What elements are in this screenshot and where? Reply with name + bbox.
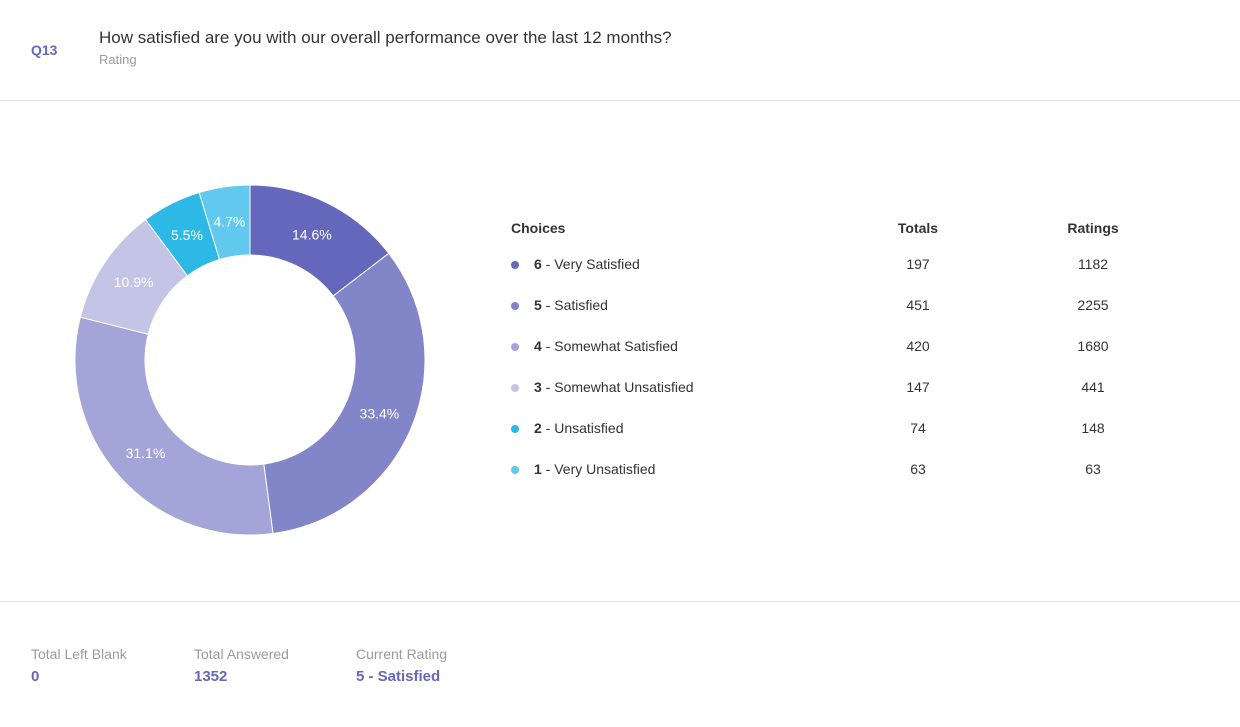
- choice-rating: 148: [1081, 420, 1105, 436]
- donut-slice: [74, 316, 274, 536]
- donut-chart: 14.6% 33.4% 31.1% 10.9% 5.5% 4.7%: [60, 170, 440, 550]
- legend-dot: [511, 384, 519, 392]
- stat-label: Total Left Blank: [31, 646, 127, 662]
- legend-dot: [511, 425, 519, 433]
- choice-rating: 1680: [1077, 338, 1109, 354]
- slice-label: 14.6%: [292, 226, 332, 242]
- slice-label: 10.9%: [114, 274, 154, 290]
- choice-label: 4 - Somewhat Satisfied: [534, 338, 678, 354]
- choice-total: 420: [906, 338, 930, 354]
- table-row: 5 - Satisfied 451 2255: [511, 281, 1171, 322]
- donut-chart-svg: 14.6% 33.4% 31.1% 10.9% 5.5% 4.7%: [74, 184, 426, 536]
- legend-dot: [511, 302, 519, 310]
- table-row: 4 - Somewhat Satisfied 420 1680: [511, 322, 1171, 363]
- slice-label: 31.1%: [126, 445, 166, 461]
- slice-label: 4.7%: [213, 214, 245, 230]
- legend-dot: [511, 466, 519, 474]
- choice-label: 5 - Satisfied: [534, 297, 608, 313]
- table-row: 1 - Very Unsatisfied 63 63: [511, 445, 1171, 486]
- slice-label: 5.5%: [171, 227, 203, 243]
- legend-dot: [511, 343, 519, 351]
- table-row: 6 - Very Satisfied 197 1182: [511, 240, 1171, 281]
- header-ratings: Ratings: [1067, 220, 1119, 236]
- question-type: Rating: [99, 52, 137, 67]
- choice-total: 197: [906, 256, 930, 272]
- table-row: 2 - Unsatisfied 74 148: [511, 404, 1171, 445]
- stat-value: 5 - Satisfied: [356, 668, 441, 685]
- legend-dot: [511, 261, 519, 269]
- donut-slice: [263, 252, 426, 535]
- choice-rating: 441: [1081, 379, 1105, 395]
- slice-label: 33.4%: [360, 405, 400, 421]
- choice-rating: 1182: [1077, 256, 1109, 272]
- stat-label: Total Answered: [194, 646, 289, 662]
- stat-value: 0: [31, 668, 40, 685]
- choice-total: 63: [910, 461, 926, 477]
- choice-total: 74: [910, 420, 926, 436]
- stat-current-rating: Current Rating 5 - Satisfied: [356, 646, 447, 685]
- question-number: Q13: [31, 42, 58, 58]
- question-header: Q13 How satisfied are you with our overa…: [0, 0, 1240, 101]
- choice-rating: 2255: [1077, 297, 1109, 313]
- stat-value: 1352: [194, 668, 228, 685]
- choice-total: 147: [906, 379, 930, 395]
- choice-rating: 63: [1085, 461, 1101, 477]
- question-text: How satisfied are you with our overall p…: [99, 28, 672, 47]
- choice-label: 3 - Somewhat Unsatisfied: [534, 379, 694, 395]
- choice-label: 2 - Unsatisfied: [534, 420, 624, 436]
- choice-label: 6 - Very Satisfied: [534, 256, 640, 272]
- stat-total-answered: Total Answered 1352: [194, 646, 289, 685]
- summary-footer: Total Left Blank 0 Total Answered 1352 C…: [0, 601, 1240, 727]
- choices-table: Choices Totals Ratings 6 - Very Satisfie…: [511, 216, 1171, 486]
- stat-label: Current Rating: [356, 646, 448, 662]
- stat-left-blank: Total Left Blank 0: [31, 646, 127, 685]
- table-header: Choices Totals Ratings: [511, 216, 1171, 240]
- header-totals: Totals: [897, 220, 939, 236]
- header-choices: Choices: [511, 220, 566, 236]
- table-row: 3 - Somewhat Unsatisfied 147 441: [511, 363, 1171, 404]
- donut-slice: [198, 184, 251, 261]
- choice-total: 451: [906, 297, 930, 313]
- choice-label: 1 - Very Unsatisfied: [534, 461, 656, 477]
